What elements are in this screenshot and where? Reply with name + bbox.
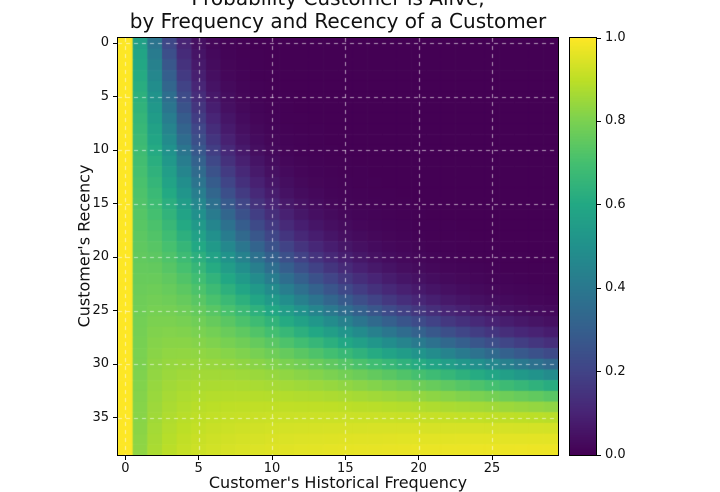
y-tick-label: 0 (100, 35, 109, 51)
colorbar-tick-mark (596, 287, 601, 289)
colorbar-tick-label: 1.0 (605, 30, 626, 45)
x-tick-label: 20 (410, 461, 427, 476)
x-tick-label: 25 (483, 461, 501, 476)
y-tick-mark (113, 256, 117, 258)
y-tick-mark (113, 417, 117, 419)
x-tick-label: 10 (263, 461, 281, 476)
heatmap-plot-area (117, 37, 559, 456)
chart-title: Probability Customer is Alive, by Freque… (118, 0, 558, 33)
y-tick-label: 15 (92, 195, 109, 211)
x-tick-mark (344, 456, 346, 460)
y-tick-label: 10 (92, 142, 109, 158)
y-tick-label: 25 (92, 302, 109, 318)
x-tick-mark (271, 456, 273, 460)
x-tick-mark (198, 456, 200, 460)
x-tick-mark (418, 456, 420, 460)
y-tick-mark (113, 42, 117, 44)
x-tick-label: 15 (337, 461, 354, 476)
colorbar-tick-mark (596, 37, 601, 39)
y-tick-label: 20 (92, 249, 109, 265)
chart-title-line2: by Frequency and Recency of a Customer (129, 9, 547, 33)
colorbar-tick-label: 0.8 (605, 113, 626, 129)
y-tick-mark (113, 149, 117, 151)
figure: Probability Customer is Alive, by Freque… (75, 0, 626, 492)
colorbar-tick-label: 0.0 (605, 447, 626, 462)
x-tick-mark (491, 456, 493, 460)
colorbar-tick-label: 0.6 (605, 196, 626, 212)
colorbar-tick-mark (596, 120, 601, 122)
colorbar-tick-mark (596, 204, 601, 206)
y-tick-label: 5 (100, 88, 109, 104)
colorbar (569, 37, 597, 456)
colorbar-tick-label: 0.2 (605, 363, 626, 379)
colorbar-tick-label: 0.4 (605, 280, 626, 296)
colorbar-canvas (570, 38, 596, 455)
x-tick-label: 5 (194, 461, 203, 476)
y-tick-label: 35 (92, 409, 109, 425)
x-tick-mark (124, 456, 126, 460)
y-tick-mark (113, 203, 117, 205)
heatmap-canvas (118, 38, 558, 455)
x-tick-label: 0 (121, 461, 130, 476)
chart-title-line1: Probability Customer is Alive, (118, 0, 558, 10)
y-tick-mark (113, 310, 117, 312)
colorbar-tick-mark (596, 371, 601, 373)
y-tick-label: 30 (92, 356, 109, 372)
y-tick-mark (113, 96, 117, 98)
x-axis-label: Customer's Historical Frequency (208, 473, 468, 492)
colorbar-tick-mark (596, 454, 601, 456)
y-tick-mark (113, 363, 117, 365)
